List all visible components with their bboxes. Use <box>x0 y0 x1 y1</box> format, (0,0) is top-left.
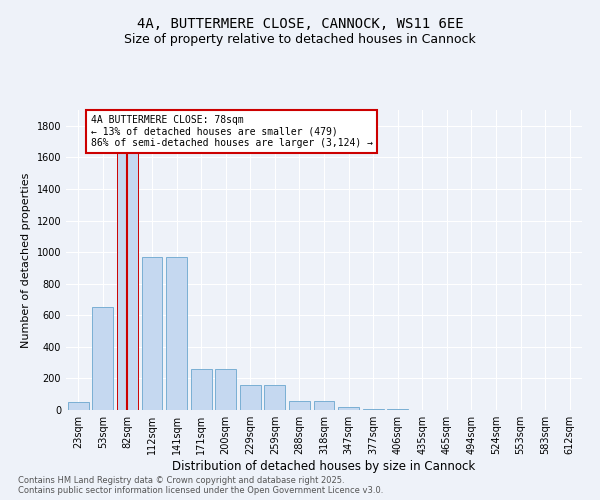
Bar <box>92 308 113 410</box>
Bar <box>142 257 163 410</box>
Bar <box>215 369 236 410</box>
Bar <box>265 384 286 410</box>
Bar <box>68 402 89 410</box>
Text: 4A, BUTTERMERE CLOSE, CANNOCK, WS11 6EE: 4A, BUTTERMERE CLOSE, CANNOCK, WS11 6EE <box>137 18 463 32</box>
X-axis label: Distribution of detached houses by size in Cannock: Distribution of detached houses by size … <box>172 460 476 473</box>
Bar <box>362 408 383 410</box>
Bar <box>166 257 187 410</box>
Bar <box>117 150 138 410</box>
Bar <box>289 402 310 410</box>
Text: 4A BUTTERMERE CLOSE: 78sqm
← 13% of detached houses are smaller (479)
86% of sem: 4A BUTTERMERE CLOSE: 78sqm ← 13% of deta… <box>91 114 373 148</box>
Bar <box>240 384 261 410</box>
Bar <box>387 408 408 410</box>
Text: Size of property relative to detached houses in Cannock: Size of property relative to detached ho… <box>124 32 476 46</box>
Text: Contains HM Land Registry data © Crown copyright and database right 2025.
Contai: Contains HM Land Registry data © Crown c… <box>18 476 383 495</box>
Bar <box>191 369 212 410</box>
Bar <box>314 402 334 410</box>
Y-axis label: Number of detached properties: Number of detached properties <box>21 172 31 348</box>
Bar <box>338 407 359 410</box>
